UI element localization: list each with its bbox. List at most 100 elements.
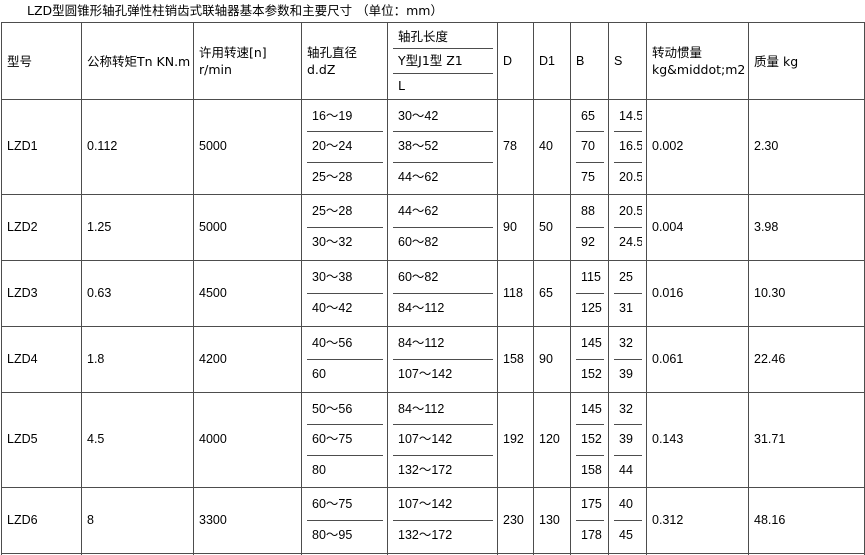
cell-bore-length: 30～42 38～52 44～62 [387, 99, 498, 195]
bore-length-value: 84～112 [393, 292, 493, 324]
bore-length-value: 132～172 [393, 454, 493, 485]
B-value: 145 [576, 328, 604, 360]
cell-mass: 3.98 [748, 193, 865, 261]
header-S: S [608, 22, 647, 100]
B-value: 158 [576, 454, 604, 485]
cell-bore-length: 60～82 84～112 [387, 259, 498, 327]
cell-bore-length-stack: 44～62 60～82 [393, 196, 493, 258]
cell-model: LZD6 [1, 486, 82, 554]
header-inertia-line1: 转动惯量 [652, 45, 703, 60]
S-value: 44 [614, 454, 642, 485]
cell-S-stack: 32 39 [614, 328, 642, 390]
cell-bore-length-stack: 84～112 107～142 132～172 [393, 394, 493, 485]
cell-D1: 120 [533, 391, 571, 488]
cell-bore-length-stack: 30～42 38～52 44～62 [393, 102, 493, 192]
cell-mass: 31.71 [748, 391, 865, 488]
cell-D1: 40 [533, 99, 571, 195]
cell-inertia: 0.016 [646, 259, 749, 327]
cell-B-stack: 65 70 75 [576, 102, 604, 192]
bore-length-value: 44～62 [393, 196, 493, 228]
header-bore-diameter-line1: 轴孔直径 [307, 45, 358, 60]
table-row: LZD711.2290070～7580～95100～110107～142132～… [1, 552, 865, 555]
cell-bore-length-stack: 84～112 107～142 [393, 328, 493, 390]
header-mass: 质量 kg [748, 22, 865, 100]
bore-length-value: 60～82 [393, 262, 493, 294]
bore-length-value: 84～112 [393, 394, 493, 426]
table-row: LZD2 1.25 5000 25～28 30～32 44～62 60～82 90 50 88 92… [1, 193, 865, 261]
cell-S-stack: 14.5 16.5 20.5 [614, 102, 642, 192]
bore-length-value: 60～82 [393, 226, 493, 258]
cell-speed: 4200 [193, 325, 302, 393]
S-value: 14.5 [614, 102, 642, 133]
cell-mass: 69.42 [748, 552, 865, 555]
cell-mass: 10.30 [748, 259, 865, 327]
cell-torque: 1.8 [81, 325, 194, 393]
B-value: 88 [576, 196, 604, 228]
cell-bore-length-stack: 60～82 84～112 [393, 262, 493, 324]
cell-D1: 65 [533, 259, 571, 327]
S-value: 31 [614, 292, 642, 324]
cell-S-stack: 25 31 [614, 262, 642, 324]
bore-diameter-value: 25～28 [307, 161, 383, 192]
table-row: LZD6 8 3300 60～75 80～95 107～142 132～172 230 130 1… [1, 486, 865, 554]
table-header: 型号 公称转矩Tn KN.m 许用转速[n] r/min 轴孔直径 d.dZ 轴… [1, 22, 865, 100]
header-inertia-line2: kg&middot;m2 [652, 62, 746, 77]
cell-mass: 2.30 [748, 99, 865, 195]
bore-length-value: 107～142 [393, 424, 493, 456]
header-bore-diameter-line2: d.dZ [307, 62, 336, 77]
bore-diameter-value: 60 [307, 358, 383, 390]
cell-bore-length: 84～112 107～142 132～172 [387, 391, 498, 488]
cell-mass: 48.16 [748, 486, 865, 554]
cell-bore-diameter: 50～56 60～75 80 [301, 391, 388, 488]
cell-bore-diameter-stack: 40～56 60 [307, 328, 383, 390]
B-value: 152 [576, 358, 604, 390]
cell-bore-diameter-stack: 25～28 30～32 [307, 196, 383, 258]
cell-B: 65 70 75 [570, 99, 609, 195]
header-bore-diameter: 轴孔直径 d.dZ [301, 22, 388, 100]
cell-inertia: 0.143 [646, 391, 749, 488]
cell-speed: 5000 [193, 99, 302, 195]
B-value: 125 [576, 292, 604, 324]
cell-B: 145 152 [570, 325, 609, 393]
cell-inertia: 0.061 [646, 325, 749, 393]
table-row: LZD5 4.5 4000 50～56 60～75 80 84～112 107～142 132～… [1, 391, 865, 488]
cell-bore-length: 44～62 60～82 [387, 193, 498, 261]
bore-length-value: 132～172 [393, 519, 493, 551]
S-value: 20.5 [614, 161, 642, 192]
S-value: 32 [614, 394, 642, 426]
cell-S: 20.5 24.5 [608, 193, 647, 261]
cell-speed: 4500 [193, 259, 302, 327]
cell-bore-length: 84～112 107～142 [387, 325, 498, 393]
bore-diameter-value: 30～38 [307, 262, 383, 294]
header-speed-line1: 许用转速[n] [199, 45, 267, 60]
header-B: B [570, 22, 609, 100]
cell-D1: 130 [533, 486, 571, 554]
cell-bore-length-stack: 107～142 132～172 [393, 489, 493, 551]
cell-D: 158 [497, 325, 534, 393]
cell-B-stack: 115 125 [576, 262, 604, 324]
header-bore-length: 轴孔长度 Y型J1型 Z1 L [387, 22, 498, 100]
header-inertia: 转动惯量 kg&middot;m2 [646, 22, 749, 100]
cell-bore-diameter-stack: 30～38 40～42 [307, 262, 383, 324]
header-D1: D1 [533, 22, 571, 100]
bore-length-value: 107～142 [393, 489, 493, 521]
B-value: 178 [576, 519, 604, 551]
header-bore-length-stack: 轴孔长度 Y型J1型 Z1 L [393, 25, 493, 97]
header-bore-length-type: Y型J1型 Z1 [393, 48, 493, 74]
B-value: 65 [576, 102, 604, 133]
S-value: 39 [614, 358, 642, 390]
table-row: LZD4 1.8 4200 40～56 60 84～112 107～142 158 90 145 1… [1, 325, 865, 393]
S-value: 32 [614, 328, 642, 360]
cell-bore-diameter: 30～38 40～42 [301, 259, 388, 327]
cell-D: 118 [497, 259, 534, 327]
cell-speed: 5000 [193, 193, 302, 261]
header-torque: 公称转矩Tn KN.m [81, 22, 194, 100]
table-row: LZD3 0.63 4500 30～38 40～42 60～82 84～112 118 65 11… [1, 259, 865, 327]
cell-S-stack: 20.5 24.5 [614, 196, 642, 258]
header-D: D [497, 22, 534, 100]
bore-diameter-value: 40～56 [307, 328, 383, 360]
header-row: 型号 公称转矩Tn KN.m 许用转速[n] r/min 轴孔直径 d.dZ 轴… [1, 22, 865, 100]
cell-D1: 50 [533, 193, 571, 261]
B-value: 145 [576, 394, 604, 426]
